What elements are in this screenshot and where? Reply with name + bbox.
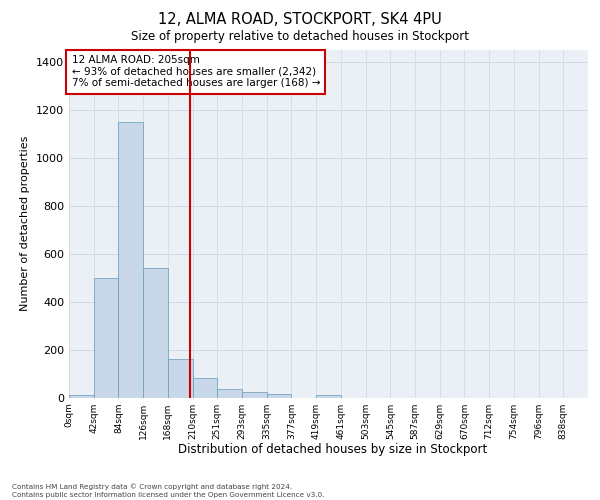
Bar: [118, 122, 143, 398]
Text: Distribution of detached houses by size in Stockport: Distribution of detached houses by size …: [178, 442, 488, 456]
Bar: [267, 394, 292, 398]
Bar: [316, 394, 341, 398]
Bar: [193, 378, 217, 398]
Bar: [242, 392, 267, 398]
Bar: [143, 268, 168, 398]
Y-axis label: Number of detached properties: Number of detached properties: [20, 136, 31, 312]
Text: 12 ALMA ROAD: 205sqm
← 93% of detached houses are smaller (2,342)
7% of semi-det: 12 ALMA ROAD: 205sqm ← 93% of detached h…: [71, 55, 320, 88]
Text: 12, ALMA ROAD, STOCKPORT, SK4 4PU: 12, ALMA ROAD, STOCKPORT, SK4 4PU: [158, 12, 442, 28]
Text: Contains HM Land Registry data © Crown copyright and database right 2024.
Contai: Contains HM Land Registry data © Crown c…: [12, 484, 325, 498]
Text: Size of property relative to detached houses in Stockport: Size of property relative to detached ho…: [131, 30, 469, 43]
Bar: [94, 278, 118, 398]
Bar: [217, 389, 242, 398]
Bar: [69, 395, 94, 398]
Bar: [168, 359, 193, 398]
